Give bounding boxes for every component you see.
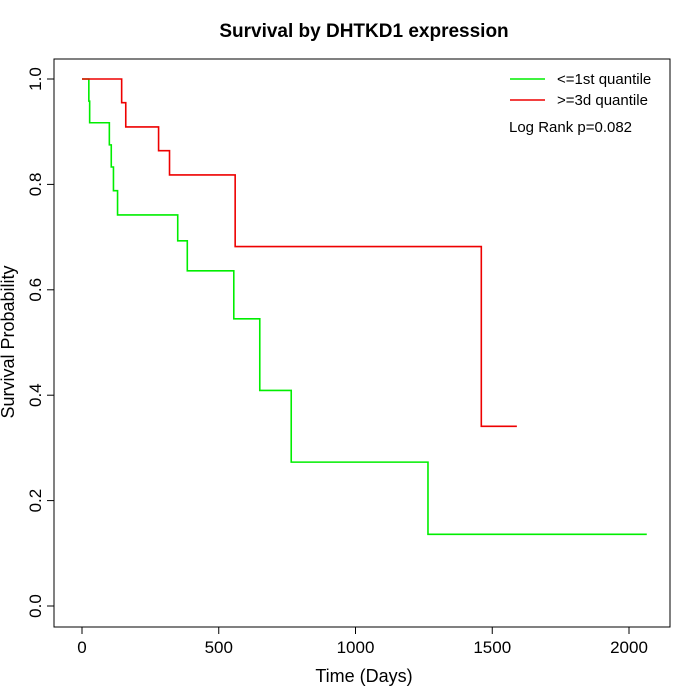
x-tick-label: 1500: [473, 638, 511, 657]
y-tick-label: 0.2: [26, 489, 45, 513]
x-axis: 0 500 1000 1500 2000: [77, 626, 648, 657]
series-line-1: [82, 78, 647, 536]
y-tick-label: 0.6: [26, 278, 45, 302]
series-line-2: [82, 78, 517, 428]
x-tick-label: 500: [205, 638, 233, 657]
x-tick-label: 1000: [337, 638, 375, 657]
chart-title: Survival by DHTKD1 expression: [219, 21, 508, 42]
y-axis: 0.0 0.2 0.4 0.6 0.8 1.0: [26, 67, 55, 618]
plot-frame: [53, 58, 671, 628]
legend-label: <=1st quantile: [557, 71, 651, 88]
y-tick-label: 0.0: [26, 594, 45, 618]
y-tick-label: 0.8: [26, 173, 45, 197]
survival-curves: [82, 78, 647, 536]
y-tick-label: 1.0: [26, 67, 45, 91]
x-axis-label: Time (Days): [315, 666, 412, 686]
y-tick-label: 0.4: [26, 383, 45, 407]
legend: <=1st quantile >=3d quantile: [510, 71, 651, 109]
x-tick-label: 2000: [610, 638, 648, 657]
y-axis-label: Survival Probability: [0, 265, 18, 418]
log-rank-annotation: Log Rank p=0.082: [509, 119, 632, 136]
x-tick-label: 0: [77, 638, 86, 657]
legend-label: >=3d quantile: [557, 92, 648, 109]
